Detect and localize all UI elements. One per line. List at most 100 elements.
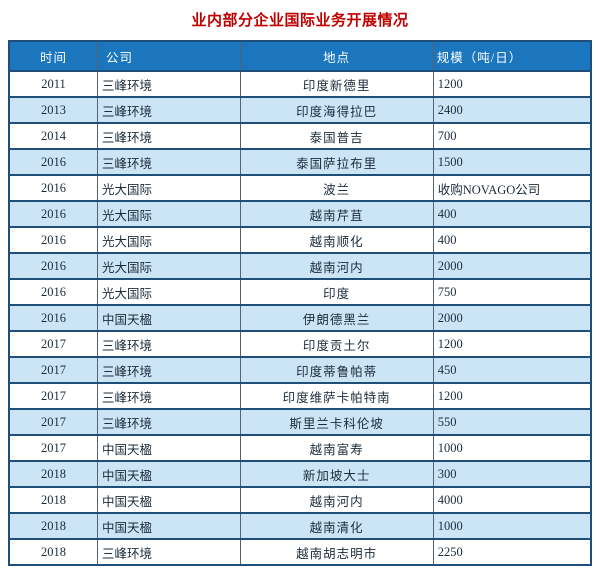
table-cell: 400 [432,200,592,228]
table-cell: 2016 [8,200,98,228]
table-cell: 2018 [8,486,98,514]
table-cell: 2016 [8,226,98,254]
international-business-table: 时间 公司 地点 规模（吨/日） 2011 三峰环境 印度新德里 1200 2013 三峰… [8,40,592,566]
table-row: 2017 三峰环境 斯里兰卡科伦坡 550 [8,408,592,436]
table-cell: 2400 [432,96,592,124]
table-cell: 2250 [432,538,592,566]
table-cell: 2016 [8,252,98,280]
table-row: 2016 三峰环境 泰国萨拉布里 1500 [8,148,592,176]
table-header-row: 时间 公司 地点 规模（吨/日） [8,40,592,72]
table-cell: 400 [432,226,592,254]
table-cell: 2017 [8,330,98,358]
table-cell: 三峰环境 [96,330,241,358]
table-cell: 2014 [8,122,98,150]
table-cell: 550 [432,408,592,436]
table-row: 2014 三峰环境 泰国普吉 700 [8,122,592,150]
table-cell: 2017 [8,356,98,384]
table-cell: 斯里兰卡科伦坡 [239,408,434,436]
table-cell: 泰国萨拉布里 [239,148,434,176]
table-row: 2018 三峰环境 越南胡志明市 2250 [8,538,592,566]
table-cell: 印度海得拉巴 [239,96,434,124]
table-cell: 印度 [239,278,434,306]
table-cell: 2013 [8,96,98,124]
table-cell: 新加坡大士 [239,460,434,488]
table-cell: 伊朗德黑兰 [239,304,434,332]
table-row: 2016 光大国际 越南顺化 400 [8,226,592,254]
table-row: 2017 三峰环境 印度贡土尔 1200 [8,330,592,358]
table-cell: 300 [432,460,592,488]
table-cell: 4000 [432,486,592,514]
table-row: 2017 三峰环境 印度蒂鲁帕蒂 450 [8,356,592,384]
table-row: 2016 光大国际 印度 750 [8,278,592,306]
table-cell: 三峰环境 [96,70,241,98]
table-cell: 750 [432,278,592,306]
table-cell: 中国天楹 [96,434,241,462]
table-cell: 2018 [8,460,98,488]
table-cell: 1000 [432,512,592,540]
table-row: 2016 中国天楹 伊朗德黑兰 2000 [8,304,592,332]
table-cell: 2011 [8,70,98,98]
table-cell: 三峰环境 [96,148,241,176]
table-cell: 越南河内 [239,252,434,280]
table-cell: 光大国际 [96,174,241,202]
table-cell: 1200 [432,382,592,410]
table-cell: 2000 [432,304,592,332]
table-cell: 越南清化 [239,512,434,540]
table-cell: 1200 [432,70,592,98]
table-cell: 1500 [432,148,592,176]
table-cell: 2017 [8,382,98,410]
table-cell: 1000 [432,434,592,462]
table-row: 2017 中国天楹 越南富寿 1000 [8,434,592,462]
table-cell: 三峰环境 [96,538,241,566]
table-cell: 印度贡土尔 [239,330,434,358]
table-cell: 越南顺化 [239,226,434,254]
table-row: 2016 光大国际 越南河内 2000 [8,252,592,280]
table-body: 2011 三峰环境 印度新德里 1200 2013 三峰环境 印度海得拉巴 2400 2014 三… [8,70,592,566]
table-cell: 2000 [432,252,592,280]
table-cell: 波兰 [239,174,434,202]
table-cell: 2016 [8,148,98,176]
table-cell: 700 [432,122,592,150]
table-cell: 三峰环境 [96,382,241,410]
page-title: 业内部分企业国际业务开展情况 [191,12,409,29]
table-cell: 印度新德里 [239,70,434,98]
table-cell: 三峰环境 [96,122,241,150]
table-cell: 2016 [8,174,98,202]
header-cell-time: 时间 [8,40,98,72]
table-cell: 1200 [432,330,592,358]
table-cell: 印度维萨卡帕特南 [239,382,434,410]
table-row: 2011 三峰环境 印度新德里 1200 [8,70,592,98]
table-row: 2018 中国天楹 新加坡大士 300 [8,460,592,488]
table-cell: 三峰环境 [96,356,241,384]
table-cell: 2016 [8,304,98,332]
table-cell: 2018 [8,538,98,566]
table-cell: 中国天楹 [96,460,241,488]
table-row: 2018 中国天楹 越南清化 1000 [8,512,592,540]
table-cell: 中国天楹 [96,486,241,514]
table-row: 2016 光大国际 波兰 收购NOVAGO公司 [8,174,592,202]
table-row: 2013 三峰环境 印度海得拉巴 2400 [8,96,592,124]
table-cell: 收购NOVAGO公司 [432,174,592,202]
table-cell: 泰国普吉 [239,122,434,150]
table-cell: 光大国际 [96,226,241,254]
table-cell: 2016 [8,278,98,306]
header-cell-scale: 规模（吨/日） [432,40,592,72]
table-cell: 越南富寿 [239,434,434,462]
header-cell-location: 地点 [239,40,434,72]
header-cell-company: 公司 [96,40,241,72]
table-cell: 越南芹苴 [239,200,434,228]
table-row: 2016 光大国际 越南芹苴 400 [8,200,592,228]
table-cell: 光大国际 [96,200,241,228]
table-cell: 印度蒂鲁帕蒂 [239,356,434,384]
table-cell: 中国天楹 [96,304,241,332]
table-cell: 三峰环境 [96,96,241,124]
table-cell: 2017 [8,434,98,462]
table-row: 2017 三峰环境 印度维萨卡帕特南 1200 [8,382,592,410]
table-cell: 越南胡志明市 [239,538,434,566]
table-cell: 450 [432,356,592,384]
table-cell: 中国天楹 [96,512,241,540]
table-row: 2018 中国天楹 越南河内 4000 [8,486,592,514]
table-cell: 2017 [8,408,98,436]
table-cell: 三峰环境 [96,408,241,436]
